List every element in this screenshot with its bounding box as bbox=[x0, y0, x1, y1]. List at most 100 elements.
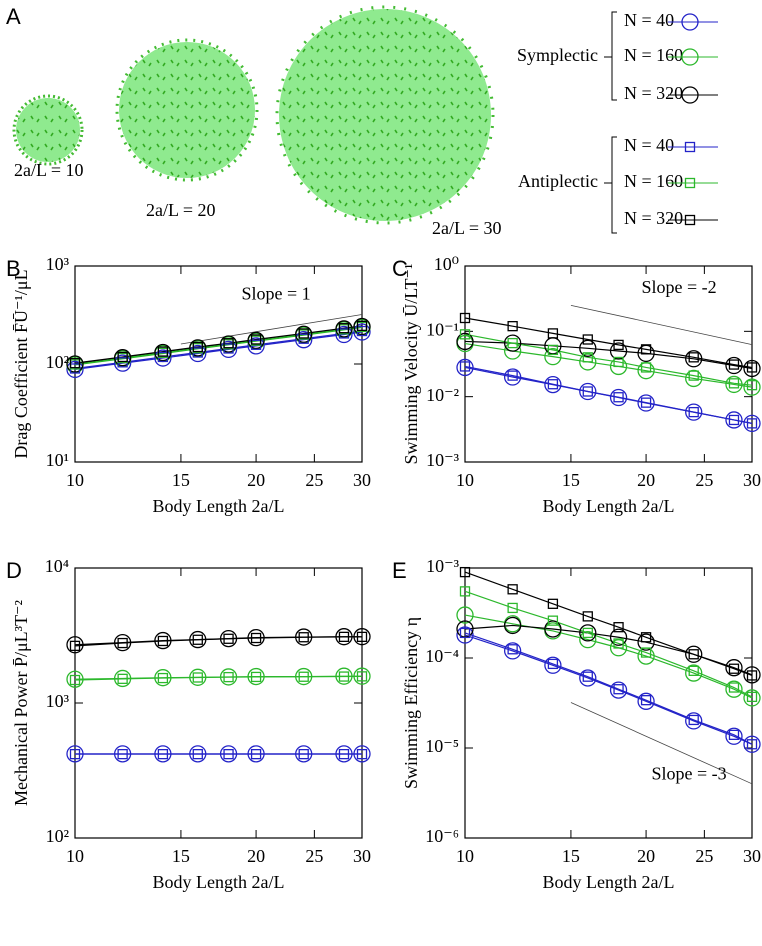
x-tick-label: 20 bbox=[637, 470, 655, 490]
panel-letter: D bbox=[6, 558, 22, 583]
marker bbox=[189, 339, 207, 357]
marker bbox=[250, 632, 262, 644]
marker bbox=[613, 684, 624, 695]
marker bbox=[66, 670, 84, 688]
marker bbox=[688, 649, 699, 660]
marker bbox=[613, 356, 624, 368]
legend-bracket bbox=[604, 11, 617, 234]
series-line bbox=[464, 317, 753, 369]
marker bbox=[192, 748, 203, 760]
marker bbox=[609, 388, 628, 407]
marker bbox=[637, 692, 655, 710]
marker bbox=[725, 659, 743, 677]
legend-marker bbox=[681, 86, 699, 104]
marker bbox=[459, 566, 471, 578]
marker bbox=[507, 644, 518, 655]
marker bbox=[338, 631, 350, 643]
marker bbox=[685, 350, 703, 368]
marker bbox=[547, 328, 559, 339]
legend-label: N = 160 bbox=[624, 45, 683, 65]
marker bbox=[295, 628, 313, 646]
marker bbox=[459, 312, 471, 324]
marker bbox=[353, 667, 371, 685]
marker bbox=[69, 674, 81, 686]
marker bbox=[547, 658, 559, 670]
chart: B 10¹ 10² 10³ 10 15 20 25 30 Body Length 2a/L Drag… bbox=[6, 254, 371, 516]
marker bbox=[456, 606, 474, 624]
marker bbox=[247, 337, 265, 355]
marker bbox=[503, 342, 522, 360]
marker bbox=[728, 682, 740, 693]
marker bbox=[640, 647, 652, 658]
marker bbox=[356, 671, 368, 682]
marker bbox=[66, 745, 84, 763]
marker bbox=[582, 627, 593, 639]
x-tick-label: 25 bbox=[695, 470, 713, 490]
marker bbox=[640, 362, 652, 373]
marker bbox=[688, 665, 699, 676]
x-tick-label: 10 bbox=[66, 470, 84, 490]
series-line bbox=[464, 624, 753, 676]
marker bbox=[685, 369, 703, 388]
y-tick-label: 10⁻⁴ bbox=[425, 646, 459, 666]
y-tick-label: 10⁴ bbox=[45, 556, 69, 576]
marker bbox=[743, 666, 761, 684]
slope-line bbox=[180, 314, 363, 345]
chart: C 10⁻³ 10⁻² 10⁻¹ 10⁰ 10 15 20 25 30 Body Length 2a… bbox=[392, 254, 761, 516]
series-line bbox=[74, 325, 363, 364]
marker bbox=[688, 406, 699, 418]
marker bbox=[507, 584, 518, 595]
series-line bbox=[464, 590, 753, 698]
marker bbox=[743, 735, 761, 753]
x-axis-label: Body Length 2a/L bbox=[543, 872, 675, 892]
x-tick-label: 15 bbox=[172, 846, 190, 866]
marker bbox=[503, 368, 522, 386]
marker bbox=[746, 380, 758, 391]
marker bbox=[609, 639, 628, 657]
marker bbox=[189, 668, 207, 686]
marker bbox=[456, 626, 474, 644]
marker bbox=[688, 714, 699, 726]
legend-label: N = 320 bbox=[624, 83, 683, 103]
marker bbox=[725, 680, 743, 698]
marker bbox=[746, 691, 758, 703]
marker bbox=[746, 362, 758, 373]
marker bbox=[459, 329, 471, 340]
marker bbox=[507, 602, 518, 614]
legend-group: Antiplectic bbox=[518, 171, 598, 191]
marker bbox=[247, 745, 265, 763]
marker bbox=[685, 403, 703, 421]
panel-letter: B bbox=[6, 256, 21, 281]
marker bbox=[507, 321, 518, 332]
marker bbox=[219, 335, 238, 353]
marker bbox=[295, 667, 313, 686]
slope-label: Slope = 1 bbox=[241, 283, 310, 303]
marker bbox=[117, 748, 128, 760]
marker bbox=[113, 633, 132, 652]
marker bbox=[609, 628, 628, 646]
marker bbox=[335, 628, 353, 646]
marker bbox=[613, 339, 624, 351]
marker bbox=[579, 630, 597, 649]
x-tick-label: 20 bbox=[637, 846, 655, 866]
y-tick-label: 10² bbox=[46, 352, 69, 372]
marker bbox=[192, 634, 203, 645]
marker bbox=[613, 638, 624, 649]
marker bbox=[154, 349, 172, 367]
series-line bbox=[464, 333, 753, 386]
x-tick-label: 30 bbox=[353, 470, 371, 490]
x-tick-label: 30 bbox=[743, 470, 761, 490]
marker bbox=[154, 669, 172, 687]
marker bbox=[66, 360, 84, 379]
y-tick-label: 10¹ bbox=[46, 450, 69, 470]
marker bbox=[503, 334, 522, 352]
marker bbox=[219, 629, 238, 648]
marker bbox=[219, 668, 238, 686]
y-tick-label: 10⁻² bbox=[426, 385, 459, 405]
series-line bbox=[74, 636, 362, 647]
marker bbox=[685, 645, 703, 663]
slope-line bbox=[570, 304, 753, 346]
marker bbox=[743, 414, 761, 433]
marker bbox=[335, 667, 353, 685]
series-line bbox=[464, 634, 753, 745]
